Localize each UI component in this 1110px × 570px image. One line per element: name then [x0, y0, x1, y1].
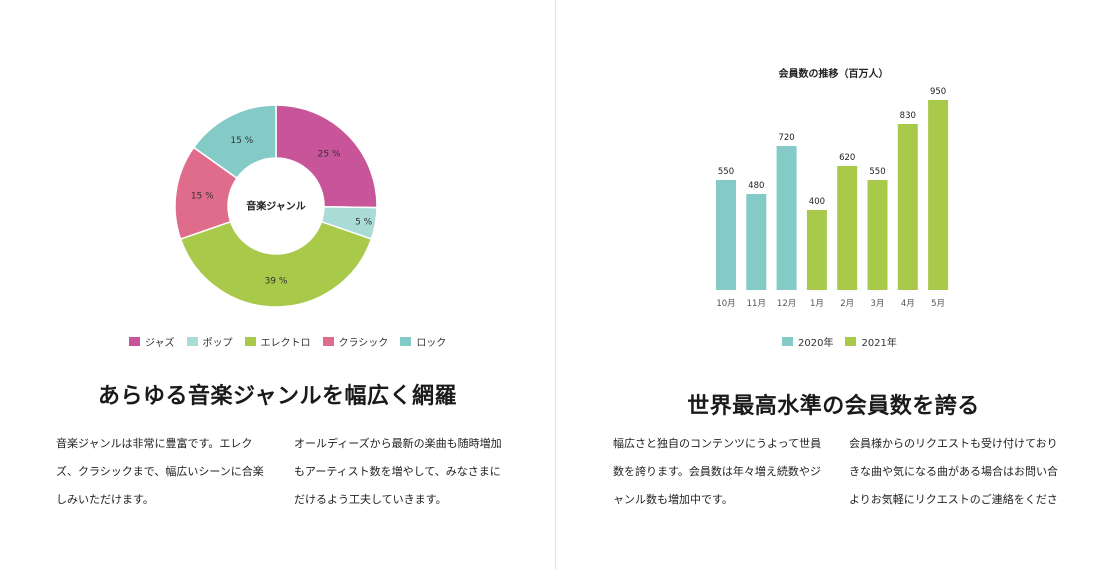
- pie-slice-label-item-5: 15 %: [230, 136, 253, 146]
- legend-item-item-2[interactable]: ポップ: [186, 334, 233, 349]
- series-legend-item-item-2[interactable]: 2021年: [845, 334, 897, 349]
- legend-swatch: [186, 337, 198, 346]
- genre-panel: 25 % 5 % 39 % 15 % 15 % 音楽ジャンル ジャズ ポップ エレクトロ クラシ…: [56, 104, 502, 506]
- members-chart-title: 会員数の推移（百万人）: [778, 69, 889, 80]
- x-tick-label-item-1: 10月: [716, 299, 735, 309]
- legend-label: 2021年: [861, 338, 897, 349]
- pie-slice-item-3: [179, 220, 373, 308]
- pie-slice-label-item-1: 25 %: [318, 150, 341, 160]
- legend-label: クラシック: [338, 338, 389, 349]
- bar-item-3: [776, 146, 797, 290]
- x-tick-label-item-4: 1月: [810, 299, 824, 309]
- x-tick-label-item-6: 3月: [871, 299, 885, 309]
- x-tick-label-item-2: 11月: [747, 299, 766, 309]
- bar-item-2: [746, 194, 767, 290]
- genre-legend: ジャズ ポップ エレクトロ クラシック ロック: [129, 334, 446, 349]
- pie-slice-item-1: [275, 104, 378, 209]
- genre-paragraph-1: 音楽ジャンルは非常に豊富です。エレクズ、クラシックまで、幅広いシーンに合楽しみい…: [56, 437, 264, 506]
- members-paragraph-1: 幅広さと独自のコンテンツにうよって世員数を誇ります。会員数は年々増え続数やジャン…: [613, 437, 822, 506]
- legend-label: ジャズ: [145, 338, 175, 349]
- legend-label: ポップ: [202, 338, 233, 349]
- legend-item-item-1[interactable]: ジャズ: [129, 334, 175, 349]
- bar-value-label-item-2: 480: [748, 181, 764, 191]
- bar-item-4: [806, 210, 827, 290]
- series-legend-item-item-1[interactable]: 2020年: [782, 334, 833, 349]
- x-tick-label-item-8: 5月: [931, 299, 945, 309]
- members-panel: 会員数の推移（百万人） 550 10月 480 11月 720 12月 400 1月 620 2月…: [556, 0, 1110, 570]
- bar-value-label-item-6: 550: [869, 167, 885, 177]
- genre-section-title: あらゆる音楽ジャンルを幅広く網羅: [98, 384, 457, 409]
- pie-slice-label-item-4: 15 %: [191, 191, 214, 201]
- bar-item-5: [837, 166, 858, 290]
- bar-item-1: [716, 180, 736, 290]
- legend-label: エレクトロ: [260, 338, 311, 349]
- legend-label: 2020年: [798, 338, 834, 349]
- legend-item-item-4[interactable]: クラシック: [322, 334, 389, 349]
- members-legend: 2020年 2021年: [782, 334, 897, 349]
- bar-item-7: [897, 124, 918, 290]
- bar-value-label-item-1: 550: [718, 167, 734, 177]
- members-paragraph-2: 会員様からのリクエストも受け付けておりきな曲や気になる曲がある場合はお問い合より…: [849, 437, 1058, 506]
- x-tick-label-item-3: 12月: [777, 299, 796, 309]
- x-tick-label-item-5: 2月: [840, 299, 854, 309]
- legend-swatch: [129, 337, 140, 346]
- legend-item-item-3[interactable]: エレクトロ: [244, 334, 311, 349]
- pie-slice-label-item-2: 5 %: [355, 217, 373, 227]
- legend-swatch: [244, 337, 256, 346]
- genre-paragraph-2: オールディーズから最新の楽曲も随時増加もアーティスト数を増やして、みなさまにだけ…: [294, 437, 502, 506]
- legend-swatch: [322, 337, 334, 346]
- pie-slice-label-item-3: 39 %: [265, 277, 288, 287]
- donut-center-label: 音楽ジャンル: [246, 200, 306, 213]
- legend-item-item-5[interactable]: ロック: [400, 334, 446, 349]
- members-section-title: 世界最高水準の会員数を誇る: [687, 394, 980, 419]
- legend-swatch: [845, 337, 857, 346]
- bar-value-label-item-8: 950: [930, 87, 946, 97]
- bar-item-8: [928, 100, 949, 290]
- legend-label: ロック: [416, 338, 447, 349]
- genre-donut-chart: 25 % 5 % 39 % 15 % 15 % 音楽ジャンル: [174, 104, 378, 308]
- legend-swatch: [782, 337, 793, 346]
- bar-value-label-item-7: 830: [900, 111, 916, 121]
- bar-value-label-item-5: 620: [839, 153, 855, 163]
- x-tick-label-item-7: 4月: [901, 299, 915, 309]
- pie-slice-item-5: [192, 104, 277, 180]
- panel-divider: [555, 0, 556, 570]
- bar-value-label-item-3: 720: [778, 133, 794, 143]
- legend-swatch: [400, 337, 412, 346]
- bar-value-label-item-4: 400: [809, 197, 825, 207]
- members-bar-chart: 550 10月 480 11月 720 12月 400 1月 620 2月 550 3月 830 4月 95…: [716, 87, 949, 309]
- bar-item-6: [867, 180, 888, 290]
